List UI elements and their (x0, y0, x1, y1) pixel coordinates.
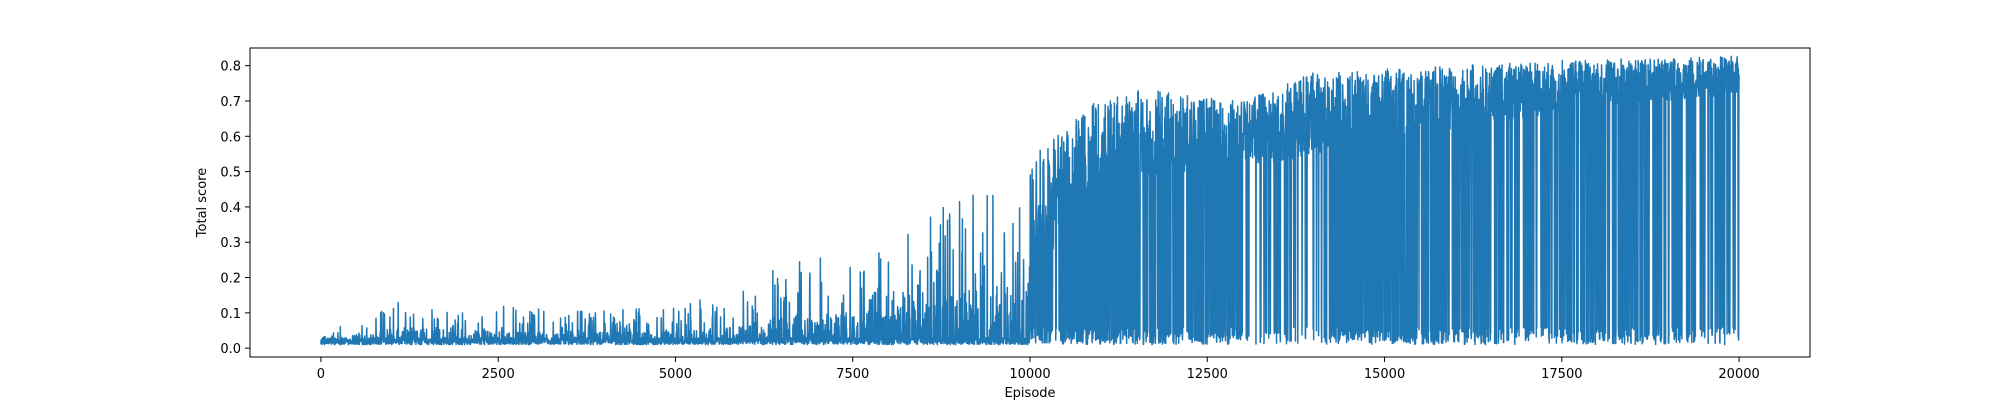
y-tick-label: 0.1 (220, 307, 241, 322)
y-tick-label: 0.0 (220, 342, 241, 357)
ticks-layer: 0 2500 5000 7500 10000 12500 15000 17500 20000 0.… (220, 60, 1759, 382)
x-tick-label: 2500 (482, 367, 515, 382)
x-tick-label: 20000 (1718, 367, 1759, 382)
score-series-line (320, 55, 1740, 346)
y-axis-label: Total score (195, 168, 210, 238)
x-axis-label: Episode (1004, 386, 1055, 400)
series-layer (320, 55, 1740, 346)
y-tick-label: 0.5 (220, 166, 241, 181)
y-tick-label: 0.7 (220, 95, 241, 110)
x-tick-label: 12500 (1187, 367, 1228, 382)
y-tick-label: 0.3 (220, 236, 241, 251)
y-tick-label: 0.4 (220, 201, 241, 216)
x-tick-label: 5000 (659, 367, 692, 382)
x-tick-label: 17500 (1541, 367, 1582, 382)
x-tick-label: 15000 (1364, 367, 1405, 382)
y-tick-label: 0.6 (220, 130, 241, 145)
y-tick-label: 0.2 (220, 272, 241, 287)
x-tick-label: 7500 (836, 367, 869, 382)
y-tick-label: 0.8 (220, 60, 241, 75)
x-tick-label: 10000 (1009, 367, 1050, 382)
x-tick-label: 0 (317, 367, 325, 382)
plot-frame (249, 47, 1811, 358)
